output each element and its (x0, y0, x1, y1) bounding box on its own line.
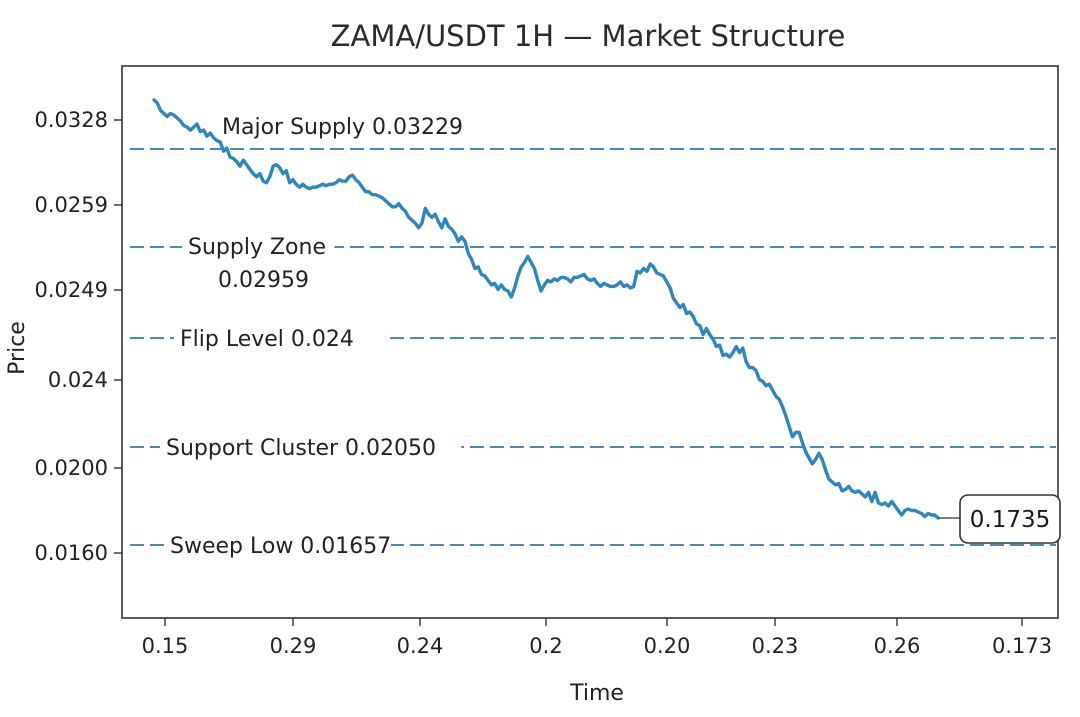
level-label: Supply Zone (188, 235, 326, 260)
price-line (152, 98, 940, 520)
level-label: Flip Level 0.024 (180, 327, 354, 352)
plot-frame (121, 65, 1059, 619)
level-label-bg (212, 265, 315, 295)
last-price-label: 0.1735 (970, 507, 1050, 533)
y-axis: 0.0328 0.0259 0.0249 0.024 0.0200 0.0160 (35, 108, 122, 565)
y-tick-label: 0.0200 (35, 456, 108, 480)
y-tick-label: 0.0160 (35, 541, 108, 565)
x-tick-label: 0.23 (752, 634, 799, 658)
level-label: Sweep Low 0.01657 (170, 534, 391, 559)
level-label: 0.02959 (218, 268, 309, 293)
level-label-bg (164, 531, 391, 561)
y-tick-label: 0.0328 (35, 108, 108, 132)
x-axis-label: Time (569, 681, 624, 706)
level-label: Support Cluster 0.02050 (166, 436, 436, 461)
x-tick-label: 0.24 (397, 634, 444, 658)
level-label: Major Supply 0.03229 (222, 115, 463, 140)
y-tick-label: 0.024 (48, 368, 108, 392)
x-tick-label: 0.20 (644, 634, 691, 658)
x-axis: 0.15 0.29 0.24 0.2 0.20 0.23 0.26 0.173 (142, 618, 1052, 658)
x-tick-label: 0.26 (874, 634, 921, 658)
x-tick-label: 0.15 (142, 634, 189, 658)
y-tick-label: 0.0259 (35, 193, 108, 217)
chart-title: ZAMA/USDT 1H — Market Structure (331, 19, 846, 53)
callout-box (959, 494, 1061, 544)
y-axis-label: Price (5, 321, 30, 375)
price-series (152, 98, 940, 520)
level-label-bg (182, 232, 335, 262)
level-label-bg (160, 433, 462, 463)
x-tick-label: 0.29 (270, 634, 317, 658)
y-tick-label: 0.0249 (35, 278, 108, 302)
x-tick-label: 0.173 (992, 634, 1052, 658)
x-tick-label: 0.2 (529, 634, 562, 658)
last-price-callout: 0.1735 (938, 494, 1061, 544)
level-label-bg (174, 324, 389, 354)
price-levels: Major Supply 0.03229 Supply Zone 0.02959 Fl… (130, 115, 1056, 561)
